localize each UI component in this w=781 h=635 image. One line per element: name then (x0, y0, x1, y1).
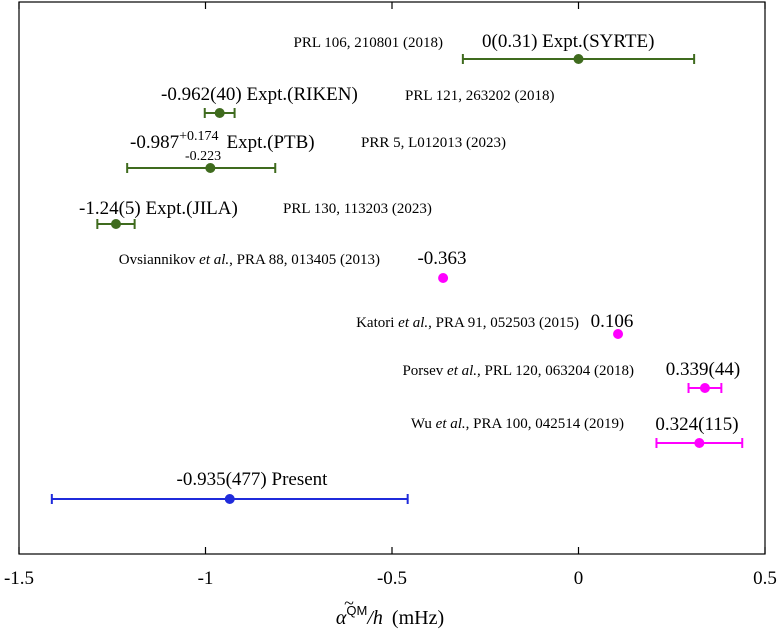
reference-label: Ovsiannikov et al., PRA 88, 013405 (2013… (119, 252, 380, 268)
data-point-expt-syrte (573, 54, 584, 64)
data-marks (50, 54, 744, 504)
value-label: -0.935(477) Present (177, 469, 329, 490)
value-label-err-minus: -0.223 (185, 149, 221, 164)
value-label: -0.987+0.174 Expt.(PTB) (130, 129, 315, 153)
reference-label: PRL 130, 113203 (2023) (283, 201, 432, 217)
reference-label: Wu et al., PRA 100, 042514 (2019) (411, 416, 624, 432)
x-tick-label: -1 (198, 568, 214, 589)
x-axis-label-tilde: ~ (344, 593, 354, 613)
x-axis-label-symbol: α (336, 607, 347, 629)
data-point-ovsiannikov (438, 273, 449, 283)
x-tick-label: -1.5 (4, 568, 34, 589)
value-label: -0.363 (417, 248, 466, 269)
x-axis-label-superscript: QM (346, 603, 367, 618)
x-tick-label: 0 (574, 568, 584, 589)
value-label: 0.106 (591, 311, 634, 332)
x-axis-label-unit: (mHz) (392, 607, 444, 629)
data-point-wu (694, 438, 705, 448)
reference-label: Katori et al., PRA 91, 052503 (2015) (356, 315, 579, 331)
data-labels: 0(0.31) Expt.(SYRTE) PRL 106, 210801 (201… (79, 31, 740, 490)
value-label: 0(0.31) Expt.(SYRTE) (482, 31, 654, 52)
value-label: 0.339(44) (666, 359, 740, 380)
value-label: -0.962(40) Expt.(RIKEN) (161, 84, 358, 105)
plot-frame (18, 1, 766, 555)
data-point-expt-jila (110, 219, 121, 229)
data-point-present (224, 494, 235, 504)
x-axis-label-divisor: /h (366, 607, 383, 629)
reference-label: PRL 121, 263202 (2018) (405, 88, 554, 104)
reference-label: PRR 5, L012013 (2023) (361, 135, 506, 151)
x-axis: -1.5 -1 -0.5 0 0.5 (4, 2, 777, 589)
data-point-katori (613, 329, 624, 339)
reference-label: PRL 106, 210801 (2018) (294, 35, 443, 51)
reference-label: Porsev et al., PRL 120, 063204 (2018) (402, 363, 634, 379)
x-tick-label: 0.5 (753, 568, 777, 589)
value-label: -1.24(5) Expt.(JILA) (79, 198, 238, 219)
data-point-expt-riken (214, 108, 225, 118)
value-label: 0.324(115) (655, 414, 738, 435)
x-tick-label: -0.5 (377, 568, 407, 589)
x-axis-label: αQM/h (mHz) (336, 603, 444, 629)
data-point-expt-ptb (205, 163, 216, 173)
data-point-porsev (699, 383, 710, 393)
